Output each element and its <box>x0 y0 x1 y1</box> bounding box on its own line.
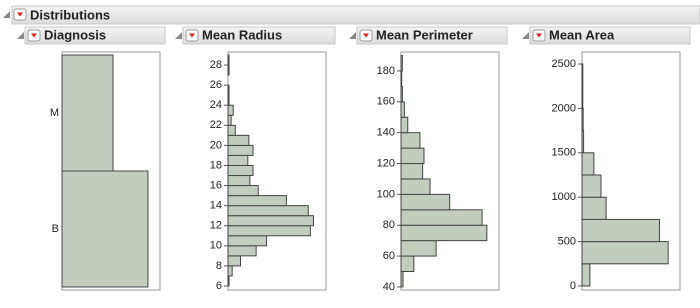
panel-title: Mean Perimeter <box>376 27 473 42</box>
histogram-bar <box>227 124 236 136</box>
y-tick-label: 120 <box>377 157 395 169</box>
histogram-bar <box>227 94 230 106</box>
histogram-bar <box>227 215 314 227</box>
histogram-bar <box>581 130 585 154</box>
histogram-bar <box>400 132 421 149</box>
y-tick-label: 10 <box>210 240 222 252</box>
histogram-bar <box>581 263 591 287</box>
histogram-bar <box>227 54 230 66</box>
y-tick-label: 8 <box>216 260 222 272</box>
histogram-bar <box>227 265 233 277</box>
histogram-bar <box>581 174 602 198</box>
y-tick-label: 180 <box>377 65 395 77</box>
y-tick-label: 28 <box>210 59 222 71</box>
red-triangle-menu[interactable] <box>13 8 27 21</box>
histogram-bar <box>227 134 250 146</box>
histogram-bar <box>400 101 405 118</box>
outline-header <box>11 5 700 25</box>
histogram-bar <box>400 224 488 242</box>
histogram-bar <box>400 240 437 257</box>
histogram-bar <box>227 175 251 187</box>
panel-header <box>356 26 508 45</box>
histogram-bar <box>400 178 431 195</box>
panel-title: Mean Radius <box>202 27 282 42</box>
category-label: M <box>50 107 59 119</box>
histogram-bar <box>227 235 268 247</box>
y-tick-label: 24 <box>210 99 222 111</box>
histogram-bar <box>581 152 595 176</box>
histogram-bar <box>227 64 230 76</box>
histogram-bar <box>400 255 415 272</box>
histogram-bar <box>581 107 584 132</box>
disclosure-icon[interactable] <box>175 32 182 39</box>
red-triangle-menu[interactable] <box>359 29 373 42</box>
y-tick-label: 22 <box>210 119 222 131</box>
histogram-bar <box>400 193 451 211</box>
y-tick-label: 60 <box>383 250 395 262</box>
histogram-bar <box>400 163 424 180</box>
panel-title: Mean Area <box>549 27 615 42</box>
histogram-bar <box>400 270 404 288</box>
histogram-bar <box>227 195 287 207</box>
histogram-bar <box>227 275 230 287</box>
disclosure-icon[interactable] <box>349 32 356 39</box>
histogram-bar <box>581 196 607 220</box>
panel-title: Diagnosis <box>44 27 106 42</box>
red-triangle-menu[interactable] <box>27 29 41 42</box>
y-tick-label: 0 <box>570 280 576 292</box>
histogram-bar <box>400 147 425 165</box>
histogram-bar <box>400 116 409 134</box>
histogram-bar <box>581 63 584 87</box>
bar <box>61 54 114 172</box>
histogram-bar <box>227 255 242 267</box>
category-label: B <box>52 223 59 235</box>
histogram-bar <box>227 205 309 217</box>
y-tick-label: 100 <box>377 188 395 200</box>
histogram-bar <box>227 84 230 96</box>
histogram-bar <box>227 144 254 156</box>
histogram-bar <box>400 85 403 103</box>
report-title: Distributions <box>30 7 110 22</box>
y-tick-label: 12 <box>210 220 222 232</box>
y-tick-label: 14 <box>210 200 222 212</box>
y-tick-label: 1500 <box>552 147 576 159</box>
panel-header <box>529 26 691 45</box>
y-tick-label: 1000 <box>552 191 576 203</box>
y-tick-label: 500 <box>558 236 576 248</box>
disclosure-icon[interactable] <box>3 11 10 18</box>
histogram-bar <box>227 164 254 177</box>
histogram-bar <box>227 104 234 116</box>
histogram-bar <box>581 85 584 109</box>
panel-header <box>182 26 336 45</box>
y-tick-label: 18 <box>210 159 222 171</box>
histogram-bar <box>400 209 483 226</box>
disclosure-icon[interactable] <box>522 32 529 39</box>
histogram-bar <box>227 114 232 126</box>
y-tick-label: 16 <box>210 179 222 191</box>
y-tick-label: 2500 <box>552 58 576 70</box>
red-triangle-menu[interactable] <box>185 29 199 42</box>
y-tick-label: 40 <box>383 281 395 293</box>
disclosure-icon[interactable] <box>17 32 24 39</box>
y-tick-label: 20 <box>210 139 222 151</box>
y-tick-label: 6 <box>216 280 222 292</box>
histogram-bar <box>227 245 257 257</box>
histogram-bar <box>581 241 669 265</box>
y-tick-label: 140 <box>377 127 395 139</box>
panel-header <box>24 26 166 45</box>
histogram-bar <box>581 218 660 243</box>
y-tick-label: 80 <box>383 219 395 231</box>
y-tick-label: 2000 <box>552 102 576 114</box>
histogram-bar <box>227 185 259 197</box>
bar <box>61 170 149 288</box>
histogram-bar <box>400 70 403 87</box>
histogram-bar <box>227 225 311 237</box>
y-tick-label: 26 <box>210 79 222 91</box>
histogram-bar <box>400 55 403 72</box>
y-tick-label: 160 <box>377 96 395 108</box>
histogram-bar <box>227 154 249 166</box>
red-triangle-menu[interactable] <box>532 29 546 42</box>
